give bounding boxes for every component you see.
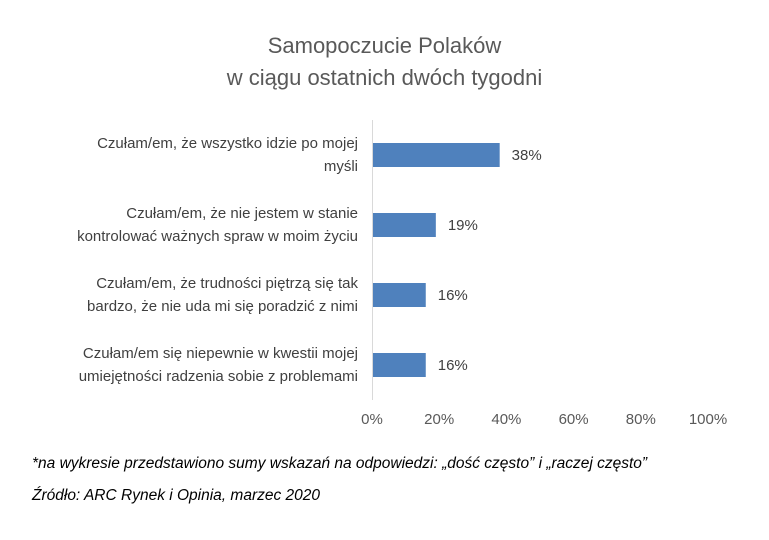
footnote: *na wykresie przedstawiono sumy wskazań …	[32, 455, 648, 472]
bar	[373, 213, 436, 237]
category-label: Czułam/em się niepewnie w kwestii mojej u…	[18, 342, 358, 388]
chart-title: Samopoczucie Polaków w ciągu ostatnich d…	[0, 30, 769, 94]
x-tick-label: 100%	[689, 411, 727, 428]
x-tick-label: 60%	[559, 411, 589, 428]
bar	[373, 353, 426, 377]
data-label: 16%	[438, 287, 468, 304]
data-label: 19%	[448, 217, 478, 234]
category-label-line: bardzo, że nie uda mi się poradzić z nim…	[87, 298, 358, 315]
category-label-line: Czułam/em, że wszystko idzie po mojej	[97, 135, 358, 152]
category-label-line: Czułam/em się niepewnie w kwestii mojej	[82, 345, 358, 362]
category-label-line: Czułam/em, że nie jestem w stanie	[126, 205, 358, 222]
category-label: Czułam/em, że nie jestem w stanie kontrol…	[18, 202, 358, 248]
x-tick-label: 80%	[626, 411, 656, 428]
x-tick-label: 20%	[424, 411, 454, 428]
chart-title-line-1: Samopoczucie Polaków	[267, 33, 502, 58]
chart-title-line-2: w ciągu ostatnich dwóch tygodni	[226, 65, 543, 90]
category-label-line: umiejętności radzenia sobie z problemami	[78, 368, 358, 385]
x-tick-label: 40%	[491, 411, 521, 428]
x-tick-label: 0%	[361, 411, 383, 428]
source-note: Źródło: ARC Rynek i Opinia, marzec 2020	[32, 487, 321, 504]
bar	[373, 143, 500, 167]
data-label: 16%	[438, 357, 468, 374]
category-label-line: Czułam/em, że trudności piętrzą się tak	[96, 275, 358, 292]
category-label: Czułam/em, że wszystko idzie po mojej myś…	[18, 132, 358, 178]
category-label-line: myśli	[323, 158, 358, 175]
data-label: 38%	[512, 147, 542, 164]
category-label: Czułam/em, że trudności piętrzą się tak b…	[18, 272, 358, 318]
bar	[373, 283, 426, 307]
category-label-line: kontrolować ważnych spraw w moim życiu	[77, 228, 358, 245]
